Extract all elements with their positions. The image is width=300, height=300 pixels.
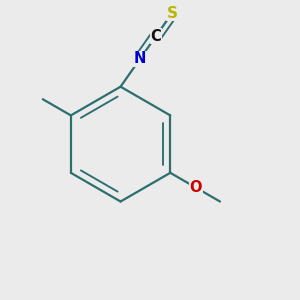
Text: N: N <box>134 52 146 67</box>
Text: C: C <box>151 28 161 44</box>
Text: S: S <box>167 6 178 21</box>
Text: O: O <box>190 180 202 195</box>
